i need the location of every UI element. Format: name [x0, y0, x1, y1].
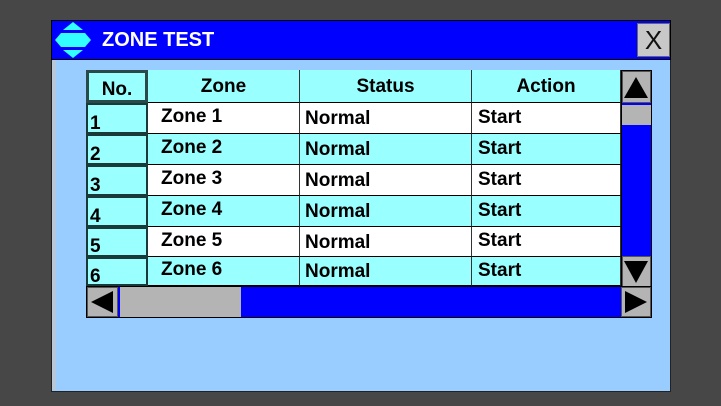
close-button[interactable]: X [637, 23, 670, 57]
cell-status: Normal [300, 257, 472, 286]
cell-action[interactable]: Start [472, 227, 621, 257]
cell-zone: Zone 6 [148, 257, 300, 286]
cell-no: 4 [86, 196, 148, 227]
cell-status: Normal [300, 103, 472, 134]
cell-no: 6 [86, 257, 148, 286]
cell-no: 1 [86, 103, 148, 134]
column-header-zone[interactable]: Zone [148, 70, 300, 103]
arrow-down-icon [624, 261, 648, 283]
cell-status: Normal [300, 134, 472, 165]
cell-zone: Zone 1 [148, 103, 300, 134]
column-header-action[interactable]: Action [472, 70, 621, 103]
cell-status: Normal [300, 165, 472, 196]
horizontal-scroll-thumb[interactable] [120, 287, 241, 317]
cell-action[interactable]: Start [472, 134, 621, 165]
title-bar [51, 20, 671, 60]
scroll-up-button[interactable] [622, 71, 651, 103]
cell-zone: Zone 3 [148, 165, 300, 196]
arrow-left-icon [91, 291, 113, 313]
cell-action[interactable]: Start [472, 165, 621, 196]
cell-zone: Zone 2 [148, 134, 300, 165]
window-title: ZONE TEST [102, 29, 215, 51]
vertical-scroll-thumb[interactable] [622, 105, 651, 125]
cell-zone: Zone 4 [148, 196, 300, 227]
cell-status: Normal [300, 196, 472, 227]
cell-status: Normal [300, 227, 472, 257]
arrow-up-icon [624, 77, 648, 98]
column-header-no[interactable]: No. [86, 70, 148, 103]
scroll-down-button[interactable] [622, 256, 651, 287]
cell-no: 5 [86, 227, 148, 257]
arrow-right-icon [625, 291, 647, 313]
window-edge [52, 60, 56, 390]
cell-no: 2 [86, 134, 148, 165]
column-header-status[interactable]: Status [300, 70, 472, 103]
cell-action[interactable]: Start [472, 196, 621, 227]
cell-action[interactable]: Start [472, 103, 621, 134]
up-down-arrows-icon [55, 22, 91, 58]
cell-zone: Zone 5 [148, 227, 300, 257]
scroll-right-button[interactable] [621, 287, 651, 317]
cell-no: 3 [86, 165, 148, 196]
scroll-left-button[interactable] [87, 287, 118, 317]
cell-action[interactable]: Start [472, 257, 621, 286]
